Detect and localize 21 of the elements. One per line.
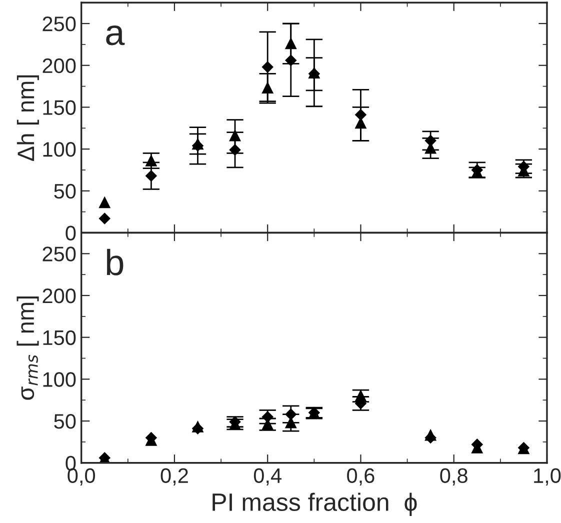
y-tick-label: 100 xyxy=(43,142,76,157)
y-tick-label: 200 xyxy=(42,58,76,74)
y-tick-label: 0 xyxy=(66,226,76,240)
x-axis-title: PI mass fraction ϕ xyxy=(212,492,417,516)
x-tick-label: 0,4 xyxy=(254,468,282,486)
y-tick-label: 50 xyxy=(54,184,76,199)
y-tick-label: 250 xyxy=(42,246,76,262)
y-tick-label: 100 xyxy=(43,372,76,387)
x-tick-label: 0,2 xyxy=(160,468,188,486)
annotation: b xyxy=(106,248,124,276)
annotation: a xyxy=(106,25,125,46)
y-tick-label: 150 xyxy=(43,330,76,346)
x-tick-label: 0,6 xyxy=(347,468,374,486)
y-tick-label: 250 xyxy=(42,16,76,32)
y-axis-title: σ$_{rms}$ [ nm] xyxy=(16,296,39,400)
y-axis-title: Δh [ nm] xyxy=(16,75,39,161)
x-tick-label: 1,0 xyxy=(534,468,561,486)
x-tick-label: 0,8 xyxy=(440,468,468,486)
y-tick-label: 150 xyxy=(43,100,76,115)
y-tick-label: 200 xyxy=(42,288,76,304)
y-tick-label: 50 xyxy=(54,414,76,429)
